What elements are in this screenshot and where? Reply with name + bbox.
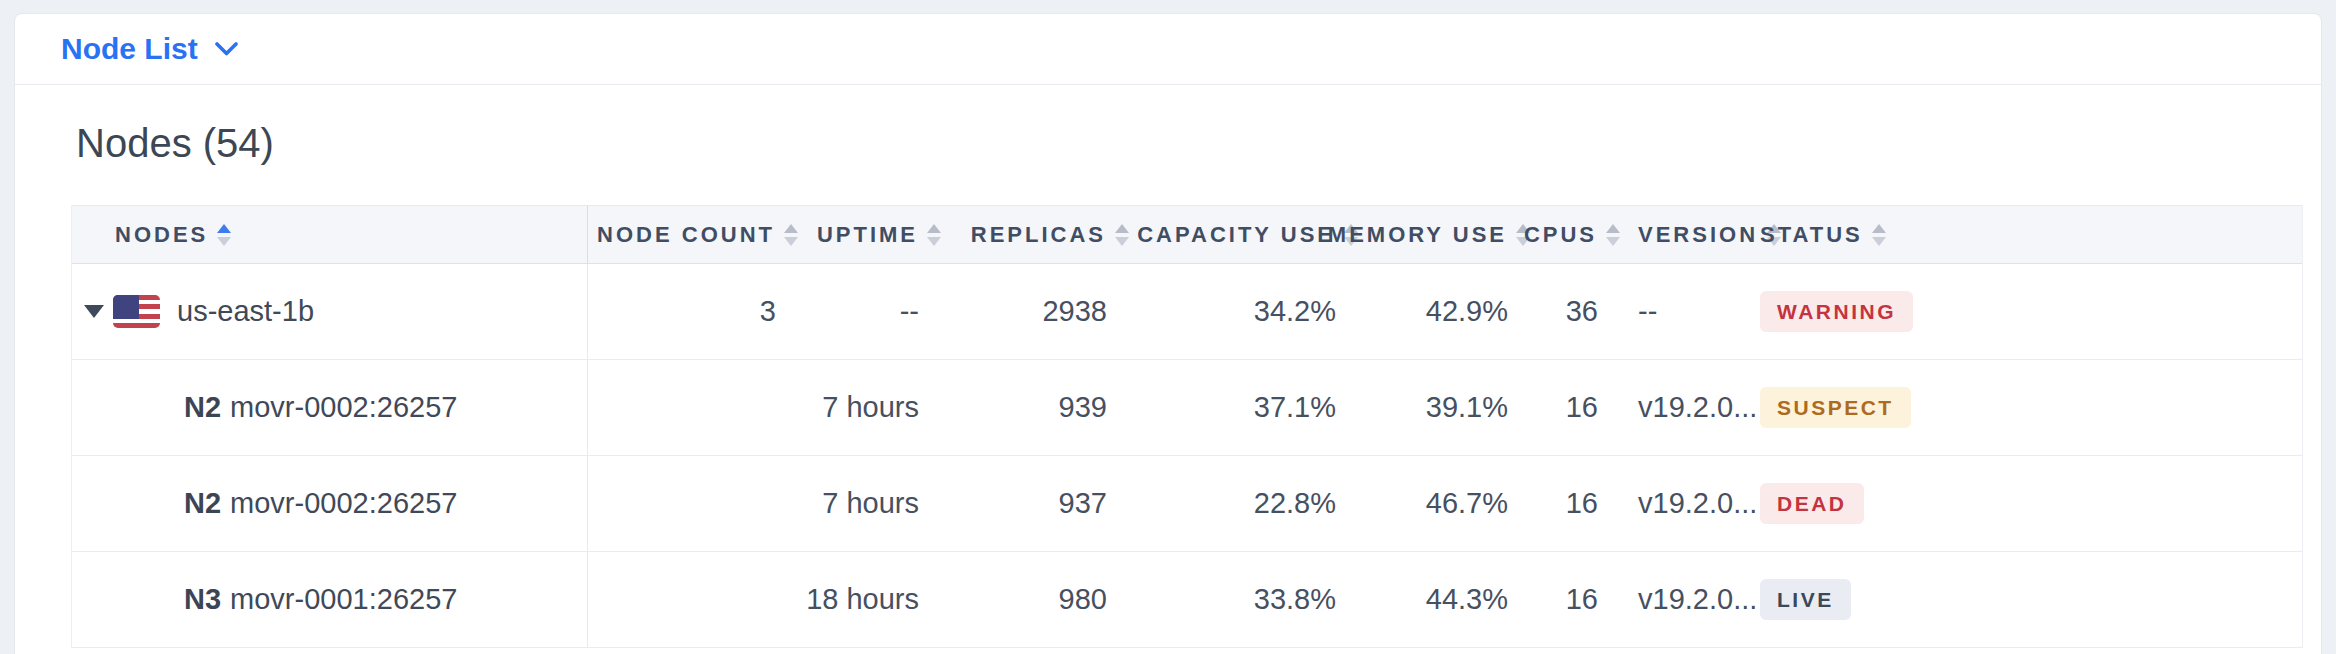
status-badge: DEAD (1760, 483, 1864, 524)
us-flag-icon (113, 295, 160, 328)
cell-replicas: 939 (945, 360, 1133, 455)
cell-node-count (588, 360, 802, 455)
cell-version: -- (1624, 264, 1746, 359)
cell-version: v19.2.0... (1624, 456, 1746, 551)
region-name: us-east-1b (177, 295, 314, 328)
column-header-node-count[interactable]: NODE COUNT (588, 206, 802, 263)
column-header-uptime[interactable]: UPTIME (802, 206, 945, 263)
cell-status: SUSPECT (1746, 360, 2302, 455)
cell-replicas: 980 (945, 552, 1133, 647)
node-id: N2 (184, 487, 221, 520)
node-id: N3 (184, 583, 221, 616)
column-header-label: CAPACITY USE (1137, 222, 1335, 248)
nodes-table: NODES NODE COUNT UPTIME REPLICAS CAPACIT… (71, 205, 2303, 648)
collapse-caret-icon[interactable] (84, 305, 104, 318)
chevron-down-icon (215, 42, 238, 60)
table-row-node[interactable]: N2 movr-0002:26257 7 hours 937 22.8% 46.… (72, 456, 2302, 552)
cell-capacity-use: 22.8% (1133, 456, 1362, 551)
cell-status: DEAD (1746, 456, 2302, 551)
cell-status: WARNING (1746, 264, 2302, 359)
cell-cpus: 16 (1534, 456, 1624, 551)
cell-uptime: 7 hours (802, 456, 945, 551)
cell-cpus: 36 (1534, 264, 1624, 359)
page-title: Nodes (54) (76, 119, 2303, 167)
status-badge: SUSPECT (1760, 387, 1911, 428)
column-header-replicas[interactable]: REPLICAS (945, 206, 1133, 263)
sort-icon (784, 224, 798, 246)
cell-status: LIVE (1746, 552, 2302, 647)
cell-node-count (588, 456, 802, 551)
cell-memory-use: 44.3% (1362, 552, 1534, 647)
column-header-status[interactable]: STATUS (1746, 206, 2302, 263)
sort-icon (927, 224, 941, 246)
table-row-node[interactable]: N3 movr-0001:26257 18 hours 980 33.8% 44… (72, 552, 2302, 648)
cell-version: v19.2.0... (1624, 360, 1746, 455)
column-header-label: REPLICAS (971, 222, 1106, 248)
node-address: movr-0002:26257 (230, 391, 457, 424)
column-header-label: VERSION (1638, 222, 1758, 248)
node-list-card: Node List Nodes (54) NODES NODE COUNT (14, 13, 2322, 654)
status-badge: WARNING (1760, 291, 1913, 332)
view-selector-label: Node List (61, 32, 198, 66)
node-address: movr-0001:26257 (230, 583, 457, 616)
sort-icon (1872, 224, 1886, 246)
view-selector-bar: Node List (15, 14, 2321, 85)
cell-capacity-use: 34.2% (1133, 264, 1362, 359)
column-header-version[interactable]: VERSION (1624, 206, 1746, 263)
cell-uptime: 7 hours (802, 360, 945, 455)
column-header-label: UPTIME (817, 222, 918, 248)
cell-node-count: 3 (588, 264, 802, 359)
table-header-row: NODES NODE COUNT UPTIME REPLICAS CAPACIT… (72, 205, 2302, 264)
node-cell: N2 movr-0002:26257 (72, 456, 588, 551)
cell-version: v19.2.0... (1624, 552, 1746, 647)
column-header-label: CPUS (1524, 222, 1597, 248)
region-cell: us-east-1b (72, 264, 588, 359)
cell-replicas: 937 (945, 456, 1133, 551)
node-cell: N2 movr-0002:26257 (72, 360, 588, 455)
node-id: N2 (184, 391, 221, 424)
sort-icon (1115, 224, 1129, 246)
cell-cpus: 16 (1534, 360, 1624, 455)
cell-capacity-use: 37.1% (1133, 360, 1362, 455)
cell-node-count (588, 552, 802, 647)
cell-memory-use: 42.9% (1362, 264, 1534, 359)
column-header-label: NODES (115, 222, 208, 248)
view-selector-dropdown[interactable]: Node List (61, 32, 238, 66)
status-badge: LIVE (1760, 579, 1851, 620)
table-row-region[interactable]: us-east-1b 3 -- 2938 34.2% 42.9% 36 -- W… (72, 264, 2302, 360)
cell-capacity-use: 33.8% (1133, 552, 1362, 647)
sort-icon (217, 224, 231, 246)
content-area: Nodes (54) NODES NODE COUNT UPTIME REPLI… (15, 119, 2321, 648)
cell-memory-use: 46.7% (1362, 456, 1534, 551)
column-header-label: MEMORY USE (1328, 222, 1507, 248)
table-row-node[interactable]: N2 movr-0002:26257 7 hours 939 37.1% 39.… (72, 360, 2302, 456)
column-header-label: NODE COUNT (597, 222, 775, 248)
column-header-label: STATUS (1760, 222, 1863, 248)
cell-uptime: -- (802, 264, 945, 359)
sort-icon (1606, 224, 1620, 246)
column-header-memory-use[interactable]: MEMORY USE (1362, 206, 1534, 263)
cell-cpus: 16 (1534, 552, 1624, 647)
cell-replicas: 2938 (945, 264, 1133, 359)
cell-memory-use: 39.1% (1362, 360, 1534, 455)
node-cell: N3 movr-0001:26257 (72, 552, 588, 647)
column-header-nodes[interactable]: NODES (72, 206, 588, 263)
column-header-cpus[interactable]: CPUS (1534, 206, 1624, 263)
cell-uptime: 18 hours (802, 552, 945, 647)
node-address: movr-0002:26257 (230, 487, 457, 520)
